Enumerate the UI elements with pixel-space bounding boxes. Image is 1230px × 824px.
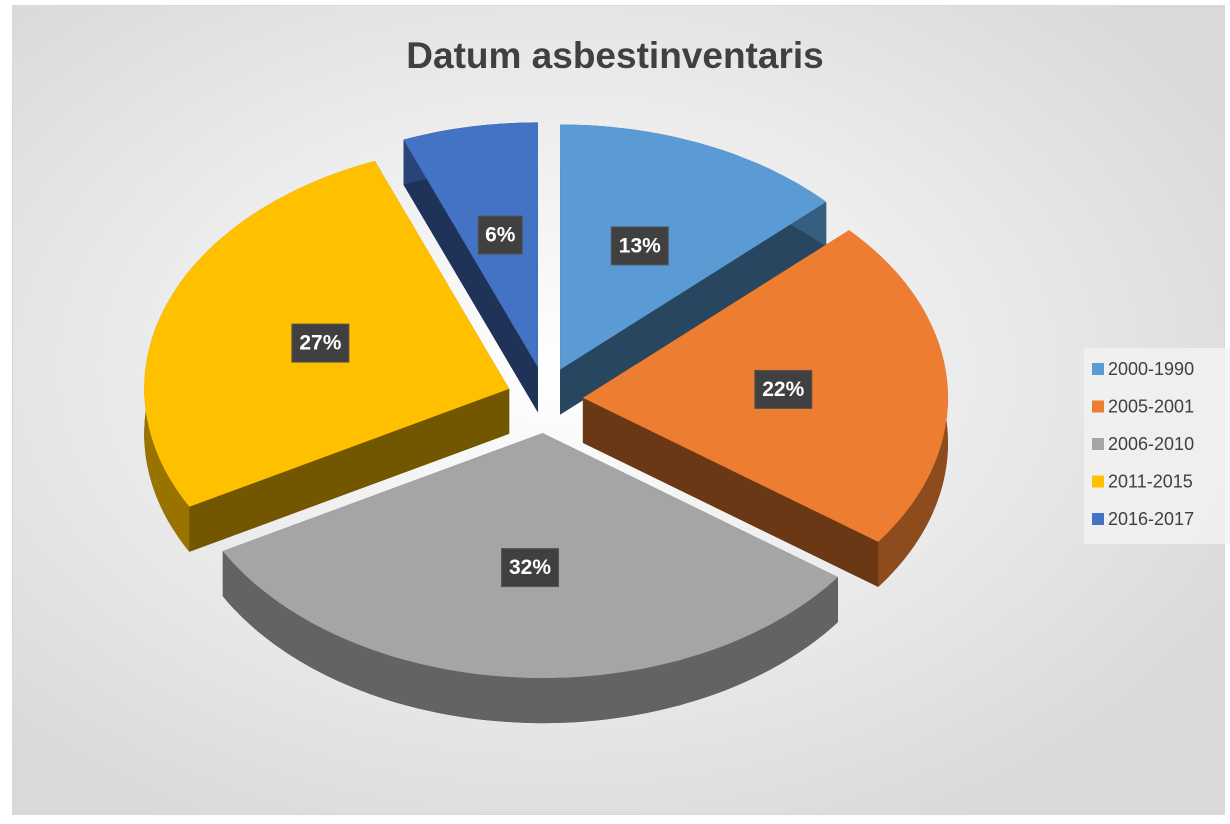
slice-cut-face bbox=[403, 139, 538, 413]
slice bbox=[560, 124, 827, 370]
legend-label: 2011-2015 bbox=[1108, 471, 1193, 491]
slice-cut-face bbox=[189, 388, 510, 552]
data-label-box bbox=[291, 323, 350, 363]
slice bbox=[403, 122, 538, 368]
slice-cut-face bbox=[560, 201, 827, 415]
legend-label: 2000-1990 bbox=[1108, 359, 1194, 379]
legend-swatch bbox=[1092, 513, 1104, 525]
legend-swatch bbox=[1092, 400, 1104, 413]
legend-label: 2005-2001 bbox=[1108, 396, 1194, 416]
legend-swatch bbox=[1092, 438, 1104, 450]
legend-label: 2016-2017 bbox=[1108, 509, 1194, 529]
slice-side bbox=[222, 551, 838, 724]
data-label: 32% bbox=[509, 556, 551, 579]
legend-swatch bbox=[1092, 363, 1104, 375]
data-label-box bbox=[610, 226, 669, 266]
slice-cut-face bbox=[582, 397, 879, 587]
legend-label: 2006-2010 bbox=[1108, 434, 1194, 454]
chart-title: Datum asbestinventaris bbox=[406, 35, 823, 76]
data-label: 6% bbox=[485, 224, 516, 247]
data-label: 13% bbox=[619, 234, 661, 257]
data-label-box bbox=[754, 369, 813, 409]
data-label-box bbox=[501, 548, 560, 588]
legend-box bbox=[1084, 348, 1230, 544]
legend-swatch bbox=[1092, 475, 1104, 488]
data-label: 22% bbox=[762, 378, 804, 401]
data-label: 27% bbox=[299, 332, 341, 355]
data-label-box bbox=[477, 215, 523, 255]
